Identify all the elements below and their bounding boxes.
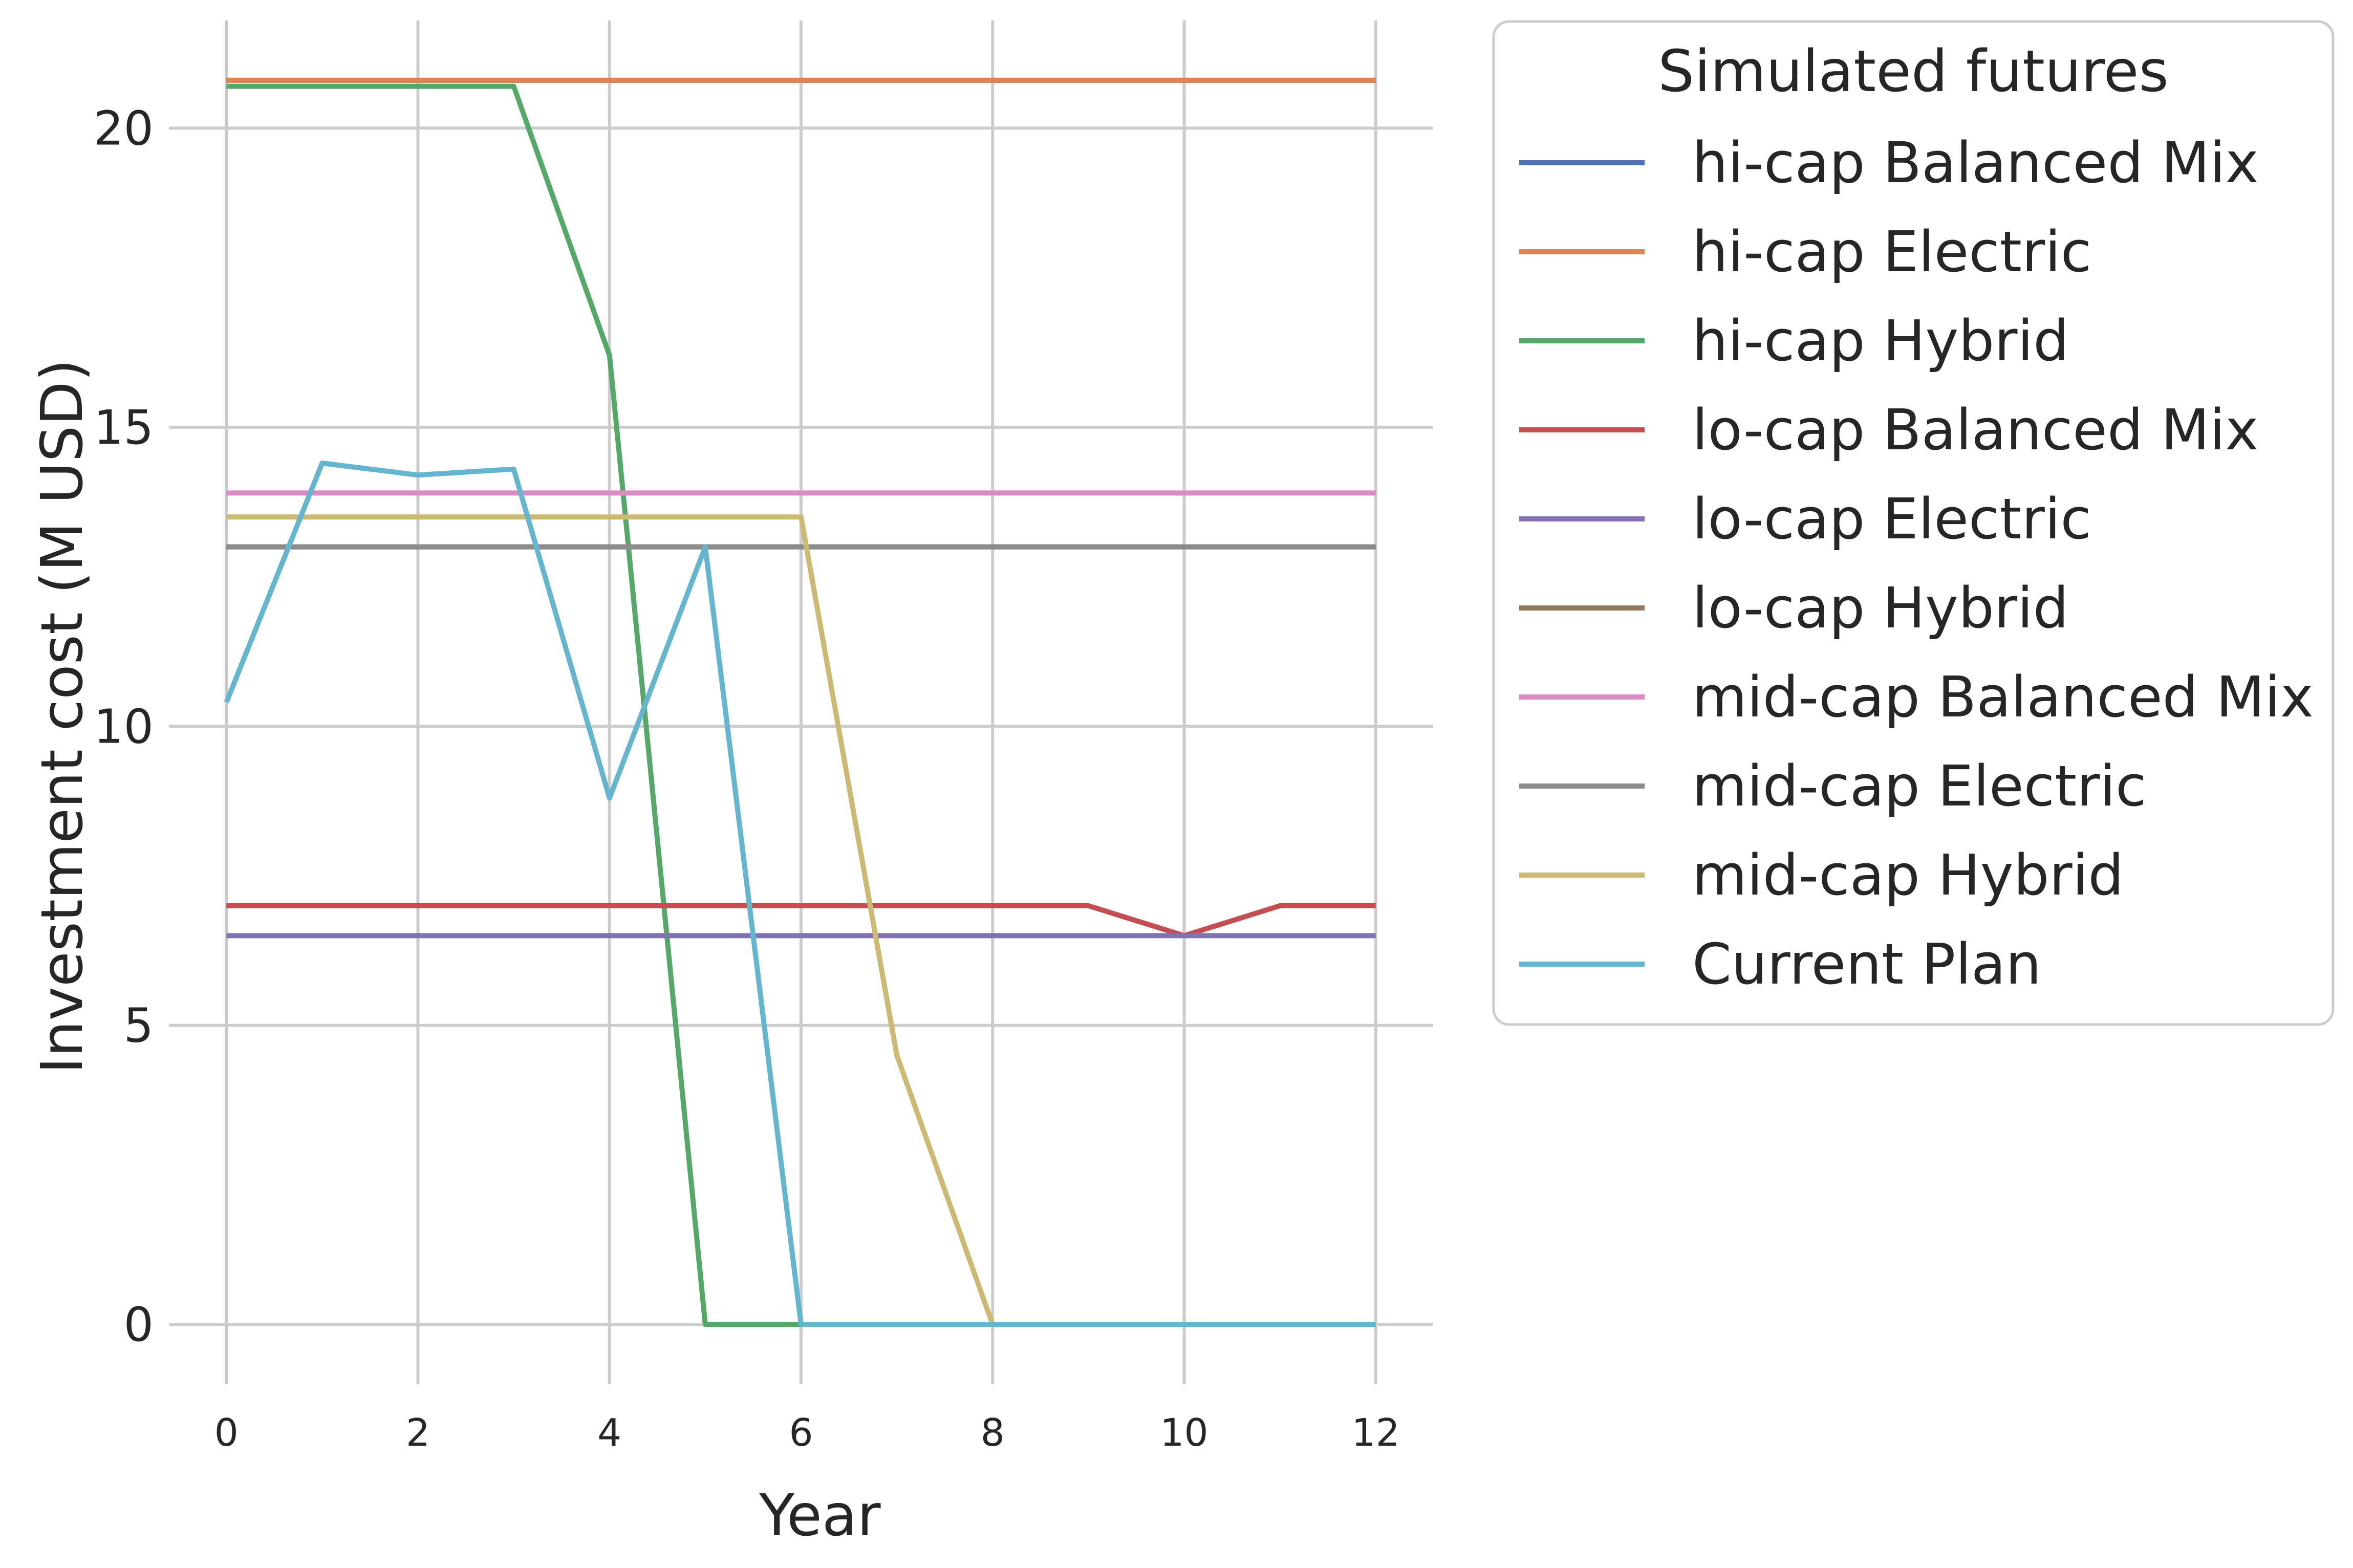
legend-entry-label: mid-cap Electric [1692,753,2147,819]
x-tick-label: 4 [597,1411,621,1455]
legend-entry-label: hi-cap Electric [1692,219,2091,285]
legend-entry-label: mid-cap Hybrid [1692,842,2124,908]
x-tick-label: 0 [214,1411,239,1455]
legend-entry-label: hi-cap Hybrid [1692,308,2069,374]
x-tick-label: 12 [1352,1411,1400,1455]
y-tick-label: 15 [94,400,154,455]
series-line-10 [224,461,1376,1327]
x-axis-label: Year [759,1483,881,1549]
series-line-3 [226,83,801,1327]
series-lines [224,77,1376,1327]
legend-title: Simulated futures [1658,38,2169,105]
y-tick-labels: 0 5 10 15 20 [94,101,154,1352]
legend-entry-label: lo-cap Hybrid [1692,575,2069,641]
gridlines [169,20,1433,1384]
y-tick-label: 5 [123,998,154,1053]
legend-entry-label: Current Plan [1692,931,2041,997]
x-tick-labels: 0 2 4 6 8 10 12 [214,1411,1400,1455]
y-tick-label: 0 [123,1297,154,1352]
legend-entry-label: hi-cap Balanced Mix [1692,130,2259,195]
x-tick-label: 2 [406,1411,430,1455]
x-tick-label: 6 [789,1411,813,1455]
x-tick-label: 8 [981,1411,1005,1455]
legend-items: hi-cap Balanced Mix hi-cap Electric hi-cap… [1519,130,2314,997]
legend: Simulated futures hi-cap Balanced Mixhi-… [1492,20,2335,1026]
legend-entry-label: lo-cap Electric [1692,486,2091,552]
legend-entry-label: mid-cap Balanced Mix [1692,664,2314,730]
y-axis-label: Investment cost (M USD) [29,359,96,1074]
x-tick-label: 10 [1160,1411,1208,1455]
y-tick-label: 20 [94,101,154,156]
legend-entry-label: lo-cap Balanced Mix [1692,397,2258,463]
legend-frame [1492,20,2335,1026]
y-tick-label: 10 [94,699,154,754]
